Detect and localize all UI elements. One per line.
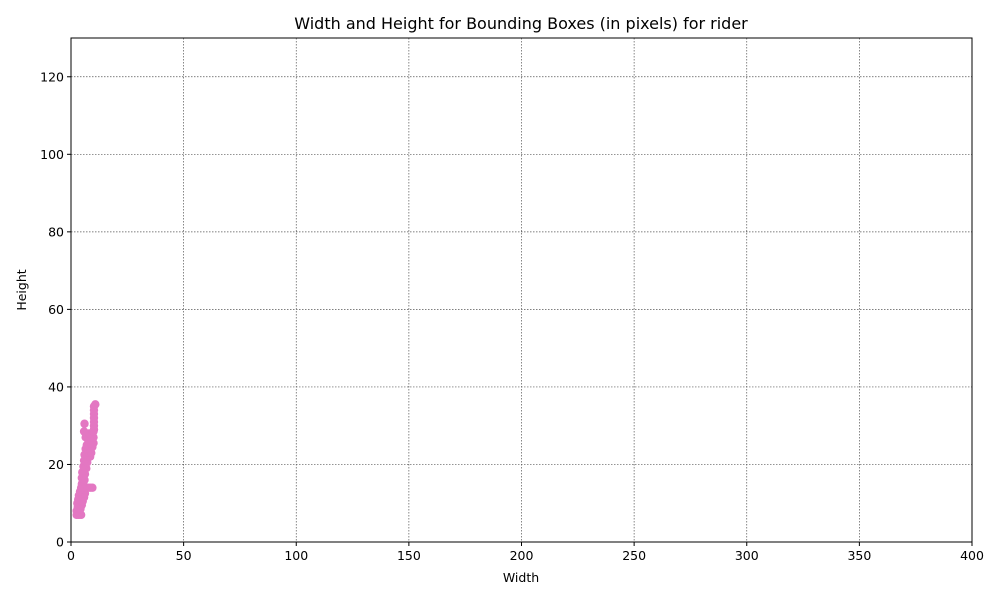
y-tick-label: 80	[48, 224, 64, 239]
y-tick-label: 40	[48, 379, 64, 394]
y-tick-label: 0	[56, 535, 64, 550]
x-tick-label: 400	[960, 548, 984, 563]
x-tick-label: 0	[67, 548, 75, 563]
chart-title: Width and Height for Bounding Boxes (in …	[294, 14, 748, 33]
points-layer	[72, 400, 100, 520]
x-tick-label: 250	[622, 548, 646, 563]
scatter-point	[91, 400, 100, 409]
x-tick-label: 300	[735, 548, 759, 563]
x-tick-label: 350	[847, 548, 871, 563]
scatter-point	[80, 419, 89, 428]
scatter-point	[88, 483, 97, 492]
x-tick-label: 200	[510, 548, 534, 563]
ticks-layer: 0 50 100 150 200 250 300 350 400 0 20 40 60 80 100 120	[40, 69, 984, 563]
x-tick-label: 150	[397, 548, 421, 563]
y-tick-label: 100	[40, 147, 64, 162]
y-tick-label: 120	[40, 69, 64, 84]
x-axis-label: Width	[503, 570, 539, 585]
x-tick-label: 100	[284, 548, 308, 563]
grid-layer	[71, 38, 972, 542]
scatter-point	[79, 427, 89, 436]
y-tick-label: 60	[48, 302, 64, 317]
x-tick-label: 50	[176, 548, 192, 563]
y-tick-label: 20	[48, 457, 64, 472]
y-axis-label: Height	[14, 269, 29, 310]
